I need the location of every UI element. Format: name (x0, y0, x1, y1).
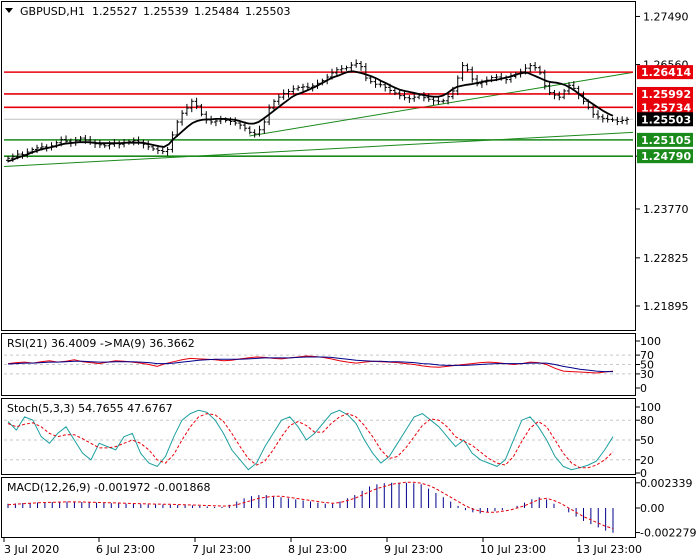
level-tag-label-3: 1.25105 (641, 134, 691, 147)
indicator-tick-label: 100 (640, 335, 661, 348)
indicator-tick-label: 80 (640, 414, 654, 427)
price-panel (1, 1, 636, 331)
indicator-tick-label: 100 (640, 401, 661, 414)
price-plot (3, 59, 634, 168)
level-tag-label-2: 1.25734 (641, 101, 691, 114)
macd-plot (7, 481, 614, 533)
macd-tick-label: 0.002339 (640, 477, 693, 490)
indicator-tick-label: 50 (640, 359, 654, 372)
price-tick-label: 1.22825 (643, 252, 689, 265)
moving-average-line (7, 70, 614, 163)
macd-title: MACD(12,26,9) -0.001972 -0.001868 (7, 481, 210, 494)
stoch-panel (1, 398, 636, 475)
indicator-series-1 (7, 356, 613, 373)
level-tag-label-4: 1.24790 (641, 150, 691, 163)
trendline-0 (3, 131, 634, 168)
price-header-low: 1.25484 (194, 5, 240, 18)
x-tick-label: 7 Jul 23:00 (192, 543, 251, 556)
macd-panel (1, 477, 636, 538)
level-tag-3 (637, 132, 693, 147)
price-tick-label: 1.23770 (643, 203, 689, 216)
price-tick-label: 1.27490 (643, 10, 689, 23)
price-header-symbol: GBPUSD,H1 (20, 5, 85, 18)
x-tick-label: 10 Jul 23:00 (480, 543, 546, 556)
indicator-tick-label: 20 (640, 454, 654, 467)
stoch-plot (4, 409, 633, 471)
x-tick-label: 8 Jul 23:00 (288, 543, 347, 556)
level-tag-2 (637, 100, 693, 115)
macd-tick-label: 0.00 (640, 502, 665, 515)
rsi-plot (4, 354, 633, 375)
x-tick-label: 9 Jul 23:00 (384, 543, 443, 556)
level-tag-4 (637, 149, 693, 164)
price-header-high: 1.25539 (143, 5, 189, 18)
price-header-open: 1.25527 (92, 5, 138, 18)
current-price-tag (637, 112, 693, 127)
indicator-series-1 (7, 413, 614, 469)
indicator-series-0 (7, 409, 614, 471)
x-tick-label: 3 Jul 2020 (4, 543, 59, 556)
level-tag-label-1: 1.25992 (641, 88, 691, 101)
indicator-tick-label: 50 (640, 434, 654, 447)
level-tag-label-0: 1.26414 (641, 66, 691, 79)
macd-signal-line (7, 481, 614, 529)
indicator-tick-label: 0 (640, 382, 647, 395)
stoch-title: Stoch(5,3,3) 54.7655 47.6767 (7, 402, 173, 415)
indicator-tick-label: 70 (640, 349, 654, 362)
rsi-title: RSI(21) 36.4009 ->MA(9) 36.3662 (7, 337, 195, 350)
current-price-tag-label: 1.25503 (641, 113, 691, 126)
dropdown-triangle-icon[interactable] (5, 8, 13, 13)
x-tick-label: 6 Jul 23:00 (96, 543, 155, 556)
price-header-close: 1.25503 (245, 5, 291, 18)
indicator-tick-label: 0 (640, 467, 647, 480)
macd-tick-label: -0.002279 (640, 527, 696, 540)
indicator-tick-label: 30 (640, 368, 654, 381)
axes: 1.274901.265601.247901.237701.228251.218… (3, 10, 696, 556)
level-tag-1 (637, 86, 693, 101)
level-tag-0 (637, 65, 693, 80)
price-tick-label: 1.21895 (643, 300, 689, 313)
x-tick-label: 13 Jul 23:00 (576, 543, 642, 556)
